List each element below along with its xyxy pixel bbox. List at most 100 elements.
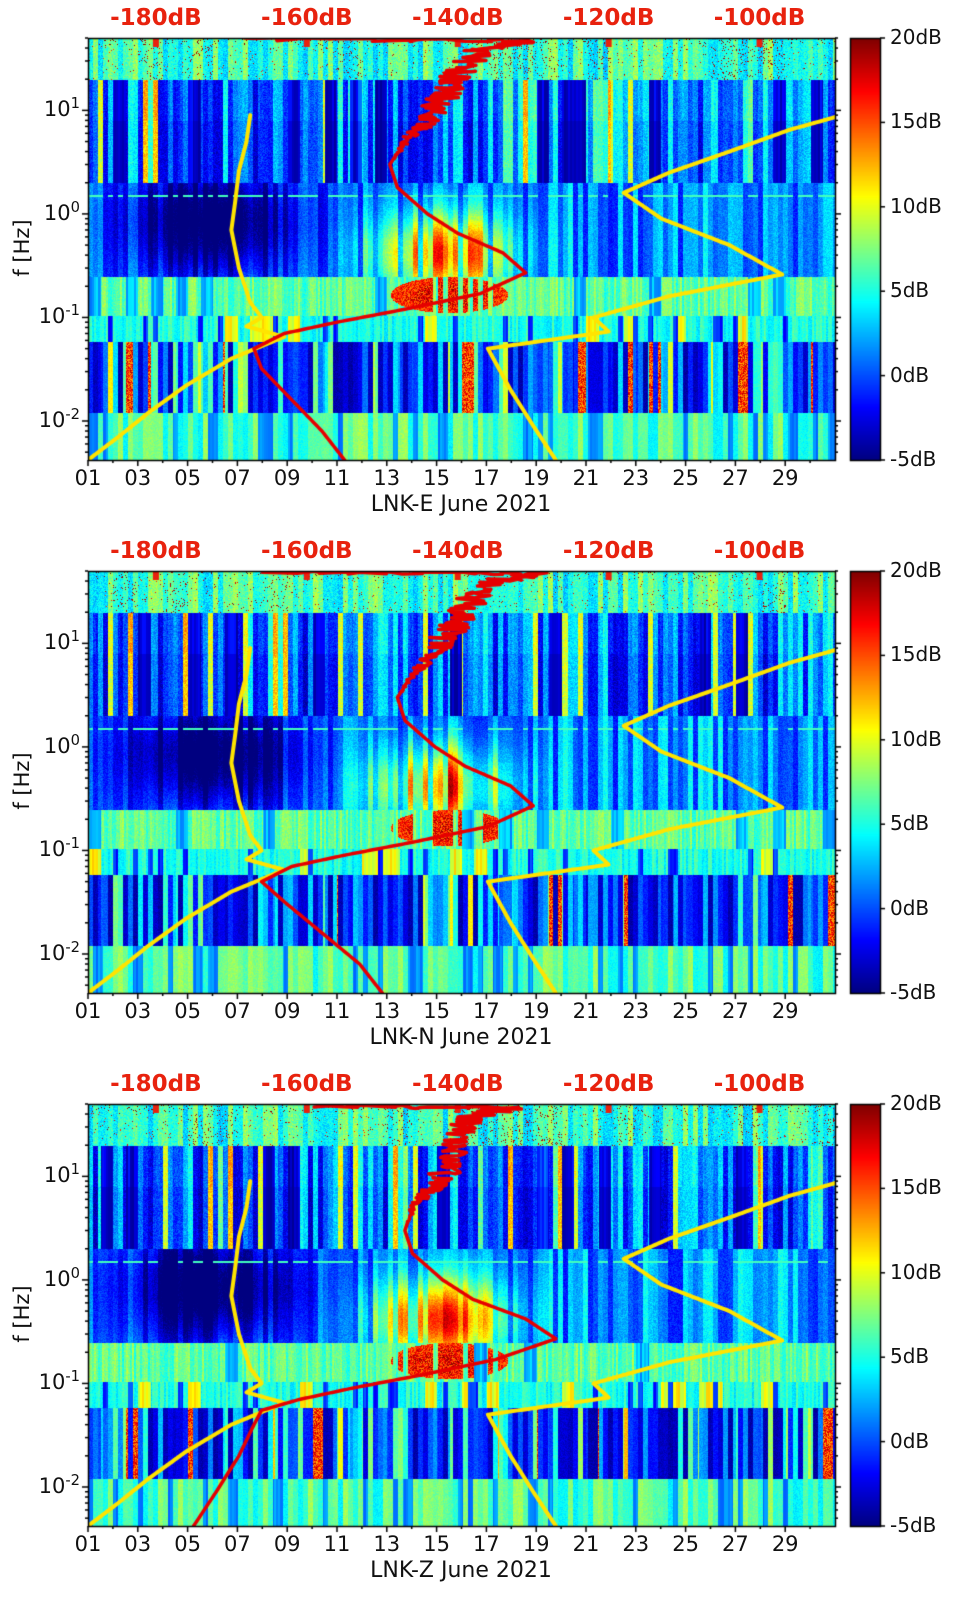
colorbar-tick-label: 0dB	[890, 362, 930, 387]
top-axis-tick-label: -140dB	[411, 538, 504, 564]
exponent: -1	[65, 835, 80, 853]
x-tick-label: 17	[473, 999, 500, 1023]
x-axis-title: LNK-Z June 2021	[370, 1558, 552, 1583]
x-axis-title: LNK-E June 2021	[370, 492, 552, 517]
colorbar-tick-label: 15dB	[890, 109, 942, 134]
y-tick-label: 100	[43, 1264, 80, 1291]
y-tick-label: 101	[43, 628, 80, 655]
top-axis-tick-label: -180dB	[110, 1071, 202, 1097]
x-tick-label: 09	[273, 466, 301, 490]
colorbar-tick-label: 5dB	[890, 1344, 930, 1369]
x-tick-label: 21	[572, 999, 600, 1023]
exponent: -2	[65, 405, 80, 423]
x-tick-label: 17	[473, 466, 500, 490]
exponent: 0	[70, 731, 80, 749]
exponent: 1	[70, 95, 80, 113]
x-tick-label: 23	[622, 1532, 650, 1556]
x-tick-label: 21	[572, 1532, 600, 1556]
spectrogram-panel-lnk-n: f [Hz] LNK-N June 2021 -180dB -160dB -140d…	[0, 533, 962, 1066]
x-tick-label: 15	[423, 999, 450, 1023]
colorbar-tick-label: 20dB	[890, 1091, 942, 1115]
x-tick-label: 05	[174, 1532, 201, 1556]
top-axis-tick-label: -180dB	[110, 538, 202, 564]
x-tick-label: 05	[174, 999, 201, 1023]
exponent: 1	[70, 628, 80, 646]
y-tick-label: 100	[43, 731, 80, 758]
spectrogram-canvas-lnk-n	[0, 533, 962, 1066]
exponent: 1	[70, 1161, 80, 1179]
top-axis-tick-label: -180dB	[110, 5, 202, 31]
top-axis-tick-label: -100dB	[713, 5, 806, 31]
colorbar-tick-label: 20dB	[890, 25, 942, 49]
x-tick-label: 07	[224, 466, 251, 490]
x-tick-label: 03	[124, 1532, 152, 1556]
top-axis-tick-label: -140dB	[411, 1071, 504, 1097]
top-axis-tick-label: -160dB	[261, 5, 353, 31]
x-tick-label: 29	[771, 1532, 799, 1556]
exponent: -2	[65, 1471, 80, 1489]
x-tick-label: 27	[722, 999, 749, 1023]
x-tick-label: 27	[722, 466, 749, 490]
x-tick-label: 17	[473, 1532, 500, 1556]
exponent: 0	[70, 1264, 80, 1282]
x-tick-label: 25	[672, 999, 699, 1023]
spectrogram-panel-lnk-z: f [Hz] LNK-Z June 2021 -180dB -160dB -140d…	[0, 1066, 962, 1599]
y-tick-label: 10-2	[38, 938, 80, 965]
top-axis-tick-label: -120dB	[562, 1071, 655, 1097]
x-tick-label: 03	[124, 999, 152, 1023]
colorbar-tick-label: 0dB	[890, 895, 930, 920]
y-tick-label: 10-1	[38, 1368, 80, 1395]
x-tick-label: 11	[323, 1532, 351, 1556]
spectrogram-canvas-lnk-z	[0, 1066, 962, 1599]
spectrogram-canvas-lnk-e	[0, 0, 962, 533]
x-tick-label: 05	[174, 466, 201, 490]
x-tick-label: 23	[622, 466, 650, 490]
colorbar-tick-label: 10dB	[890, 726, 942, 751]
top-axis-tick-label: -120dB	[562, 5, 655, 31]
top-axis-tick-label: -140dB	[411, 5, 504, 31]
x-tick-label: 07	[224, 999, 251, 1023]
colorbar-tick-label: 20dB	[890, 558, 942, 582]
colorbar-tick-label: -5dB	[890, 980, 937, 1004]
x-tick-label: 13	[373, 1532, 401, 1556]
x-tick-label: 27	[722, 1532, 749, 1556]
spectrogram-panel-lnk-e: f [Hz] LNK-E June 2021 -180dB -160dB -140d…	[0, 0, 962, 533]
colorbar-tick-label: 5dB	[890, 811, 930, 836]
top-axis-tick-label: -100dB	[713, 538, 806, 564]
x-tick-label: 01	[74, 999, 102, 1023]
x-tick-label: 19	[522, 466, 550, 490]
colorbar-tick-label: -5dB	[890, 447, 937, 471]
x-tick-label: 23	[622, 999, 650, 1023]
y-tick-label: 100	[43, 198, 80, 225]
y-tick-label: 10-1	[38, 835, 80, 862]
colorbar-tick-label: -5dB	[890, 1513, 937, 1537]
top-axis-tick-label: -120dB	[562, 538, 655, 564]
y-tick-label: 10-1	[38, 302, 80, 329]
exponent: -1	[65, 302, 80, 320]
x-tick-label: 25	[672, 466, 699, 490]
x-tick-label: 15	[423, 1532, 450, 1556]
y-tick-label: 101	[43, 1161, 80, 1188]
colorbar-tick-label: 15dB	[890, 642, 942, 667]
x-tick-label: 07	[224, 1532, 251, 1556]
y-tick-label: 101	[43, 95, 80, 122]
x-tick-label: 09	[273, 999, 301, 1023]
colorbar-tick-label: 10dB	[890, 1259, 942, 1284]
exponent: -1	[65, 1368, 80, 1386]
x-tick-label: 03	[124, 466, 152, 490]
x-tick-label: 29	[771, 466, 799, 490]
x-tick-label: 13	[373, 466, 401, 490]
exponent: -2	[65, 938, 80, 956]
x-tick-label: 29	[771, 999, 799, 1023]
x-tick-label: 11	[323, 999, 351, 1023]
x-tick-label: 09	[273, 1532, 301, 1556]
x-tick-label: 01	[74, 1532, 102, 1556]
colorbar-tick-label: 10dB	[890, 193, 942, 218]
x-tick-label: 13	[373, 999, 401, 1023]
x-tick-label: 15	[423, 466, 450, 490]
x-tick-label: 01	[74, 466, 102, 490]
x-tick-label: 19	[522, 1532, 550, 1556]
x-axis-title: LNK-N June 2021	[369, 1025, 553, 1050]
y-tick-label: 10-2	[38, 405, 80, 432]
